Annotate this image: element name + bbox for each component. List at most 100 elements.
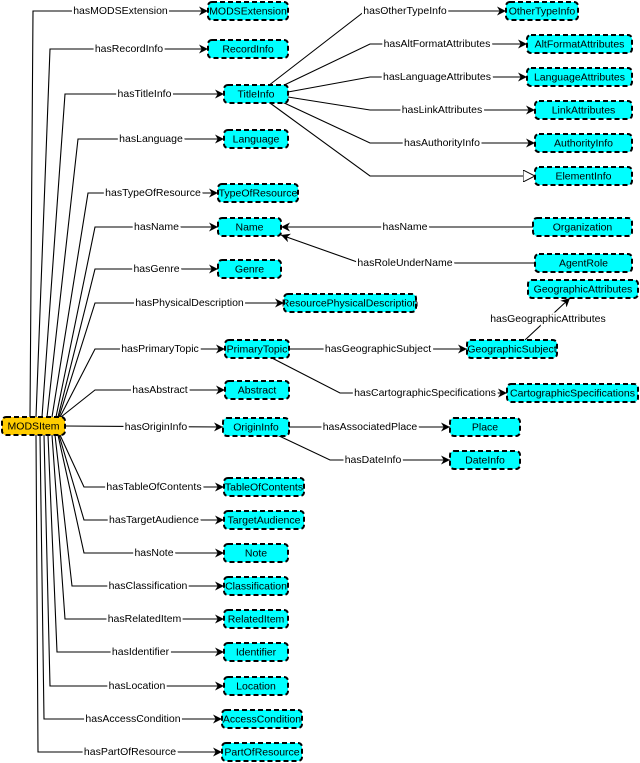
node-label: OriginInfo [233, 422, 279, 434]
node-record-info[interactable]: RecordInfo [207, 39, 289, 59]
node-date-info[interactable]: DateInfo [449, 450, 521, 470]
node-related-item[interactable]: RelatedItem [223, 609, 289, 629]
node-part-of-resource[interactable]: PartOfResource [221, 742, 303, 762]
node-type-of-resource[interactable]: TypeOfResource [217, 183, 299, 203]
node-title-info[interactable]: TitleInfo [223, 84, 289, 104]
node-label: GeographicSubject [467, 344, 556, 356]
node-abstract[interactable]: Abstract [224, 380, 290, 400]
node-label: MODSExtension [209, 6, 287, 18]
edge-has-note-to-note [57, 434, 224, 558]
node-genre[interactable]: Genre [217, 259, 282, 279]
node-label: TitleInfo [238, 89, 275, 101]
node-language[interactable]: Language [223, 129, 289, 149]
node-classification[interactable]: Classification [223, 576, 289, 596]
node-link-attributes[interactable]: LinkAttributes [534, 100, 633, 120]
node-identifier[interactable]: Identifier [223, 642, 289, 662]
node-label: AltFormatAttributes [535, 39, 625, 51]
node-label: RecordInfo [222, 44, 274, 56]
node-box [527, 279, 639, 299]
edge-has-alt-format-attributes-to-alt-format-attributes [277, 39, 527, 89]
edge-label: hasTypeOfResource [105, 187, 201, 199]
node-label: PrimaryTopic [227, 344, 288, 356]
edge-has-primary-topic-to-primary-topic [59, 344, 225, 418]
node-label: LinkAttributes [552, 105, 616, 117]
node-alt-format-attributes[interactable]: AltFormatAttributes [526, 34, 633, 54]
edge-has-name-to-name [55, 222, 218, 418]
edge-label: hasAuthorityInfo [404, 137, 480, 149]
edge-label: hasOtherTypeInfo [363, 5, 447, 17]
edge-has-authority-info-to-authority-info [279, 100, 535, 148]
node-place[interactable]: Place [449, 417, 521, 437]
node-name[interactable]: Name [217, 217, 282, 237]
node-box [534, 133, 633, 153]
node-box [222, 417, 290, 437]
node-label: TableOfContents [225, 482, 303, 494]
edge-has-table-of-contents-to-table-of-contents [59, 434, 224, 492]
node-label: LanguageAttributes [534, 72, 625, 84]
edge-has-role-under-name-to-name [280, 233, 535, 264]
edge-label: hasRelatedItem [108, 613, 182, 625]
node-resource-physical-description[interactable]: ResourcePhysicalDescription [282, 293, 419, 313]
node-label: Place [472, 422, 498, 434]
node-box [223, 642, 289, 662]
node-box [223, 576, 289, 596]
node-label: ElementInfo [555, 171, 611, 183]
edge-has-related-item-to-related-item [51, 434, 224, 624]
edge-label: hasTitleInfo [118, 88, 172, 100]
node-box [207, 39, 289, 59]
edge-label: hasMODSExtension [73, 5, 168, 17]
node-label: Genre [235, 264, 264, 276]
edge-has-abstract-to-abstract [60, 385, 225, 418]
node-geographic-attributes[interactable]: GeographicAttributes [527, 279, 639, 299]
node-box [526, 67, 633, 87]
edge-label: hasAbstract [132, 384, 188, 396]
node-box [223, 477, 305, 497]
node-label: Note [245, 548, 267, 560]
node-box [534, 253, 633, 273]
node-agent-role[interactable]: AgentRole [534, 253, 633, 273]
node-other-type-info[interactable]: OtherTypeInfo [505, 1, 579, 21]
edge-has-origin-info-to-origin-info [64, 422, 224, 432]
node-box [217, 259, 282, 279]
node-label: RelatedItem [228, 614, 285, 626]
edge-label: hasLinkAttributes [402, 104, 483, 116]
node-box [506, 383, 639, 403]
node-mods-item[interactable]: MODSItem [1, 416, 66, 436]
node-box [466, 339, 558, 359]
edge-has-cartographic-specifications-to-cartographic-specifications [269, 356, 507, 398]
edge-labels: hasMODSExtension hasRecordInfo hasTitleInf… [71, 3, 608, 760]
node-organization[interactable]: Organization [532, 217, 633, 237]
edges [29, 6, 571, 757]
node-note[interactable]: Note [223, 543, 289, 563]
node-label: DateInfo [465, 455, 505, 467]
node-geographic-subject[interactable]: GeographicSubject [466, 339, 558, 359]
node-target-audience[interactable]: TargetAudience [223, 510, 305, 530]
node-label: Language [233, 134, 280, 146]
edge-label: hasNote [134, 547, 173, 559]
node-table-of-contents[interactable]: TableOfContents [223, 477, 305, 497]
edge-label: hasPartOfResource [84, 746, 176, 758]
node-authority-info[interactable]: AuthorityInfo [534, 133, 633, 153]
node-cartographic-specifications[interactable]: CartographicSpecifications [506, 383, 639, 403]
edge-label: hasDateInfo [345, 454, 402, 466]
node-element-info[interactable]: ElementInfo [534, 166, 633, 186]
edge-has-genre-to-genre [57, 264, 218, 418]
edge-label: hasTableOfContents [106, 481, 201, 493]
edge-label: hasPhysicalDescription [135, 297, 244, 309]
node-location[interactable]: Location [223, 676, 289, 696]
node-box [449, 417, 521, 437]
edge-label: hasCartographicSpecifications [354, 387, 496, 399]
edge-label: hasGeographicAttributes [490, 313, 606, 325]
node-label: Classification [225, 581, 287, 593]
edge-label: hasClassification [109, 580, 188, 592]
node-box [534, 100, 633, 120]
node-primary-topic[interactable]: PrimaryTopic [224, 339, 290, 359]
edge-has-location-to-location [43, 434, 224, 691]
node-label: OtherTypeInfo [509, 6, 576, 18]
edge-label: hasRoleUnderName [357, 257, 452, 269]
node-origin-info[interactable]: OriginInfo [222, 417, 290, 437]
edge-label: hasAssociatedPlace [323, 421, 418, 433]
node-access-condition[interactable]: AccessCondition [221, 709, 303, 729]
node-mods-extension[interactable]: MODSExtension [207, 1, 289, 21]
node-language-attributes[interactable]: LanguageAttributes [526, 67, 633, 87]
